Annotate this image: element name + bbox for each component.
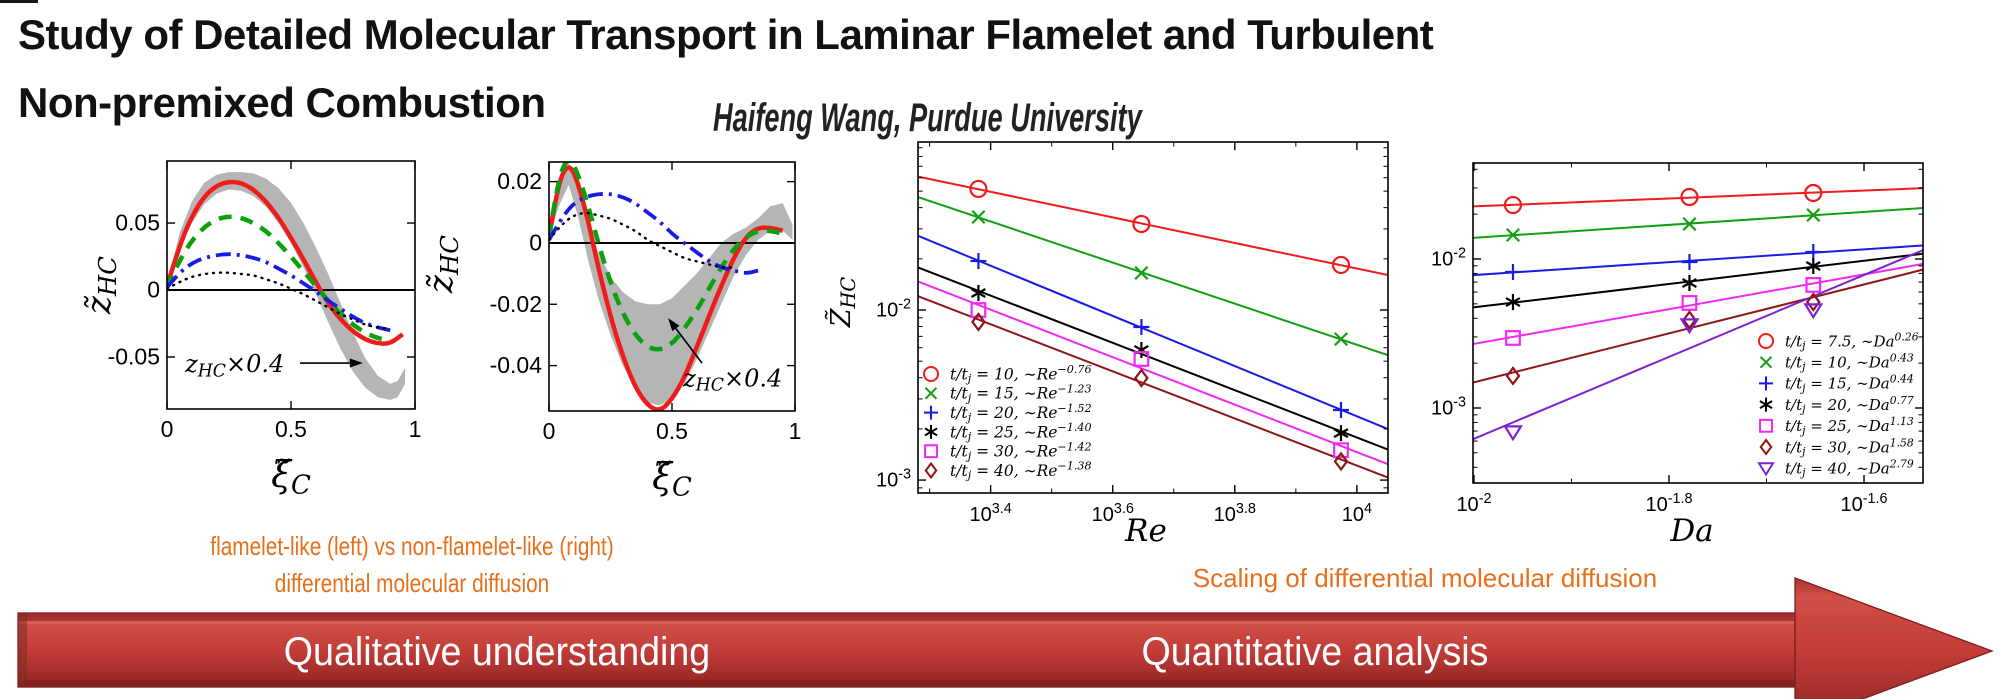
svg-text:t/tj = 10, ∼Re−0.76: t/tj = 10, ∼Re−0.76 bbox=[950, 363, 1092, 385]
svg-text:t/tj = 15, ∼Da0.44: t/tj = 15, ∼Da0.44 bbox=[1785, 373, 1914, 395]
svg-text:10-2: 10-2 bbox=[876, 297, 911, 322]
svg-text:-0.02: -0.02 bbox=[490, 291, 542, 317]
flamelet-like-plot-area bbox=[167, 172, 415, 400]
da-scaling-plot-area bbox=[1473, 187, 1923, 441]
svg-text:zHC×0.4: zHC×0.4 bbox=[184, 350, 284, 381]
axes-box bbox=[548, 161, 796, 412]
svg-text:t/tj = 40, ∼Da2.79: t/tj = 40, ∼Da2.79 bbox=[1785, 457, 1914, 479]
svg-text:t/tj = 20, ∼Re−1.52: t/tj = 20, ∼Re−1.52 bbox=[950, 402, 1092, 424]
svg-text:0.5: 0.5 bbox=[656, 418, 688, 444]
svg-text:t/tj = 25, ∼Da1.13: t/tj = 25, ∼Da1.13 bbox=[1785, 415, 1914, 437]
uncertainty-band bbox=[549, 163, 793, 406]
axes-box bbox=[1472, 162, 1924, 484]
svg-text:10-2: 10-2 bbox=[1456, 491, 1491, 516]
fit-line-0 bbox=[918, 175, 1388, 277]
fit-line-3 bbox=[918, 266, 1388, 451]
svg-text:zHC×0.4: zHC×0.4 bbox=[682, 364, 782, 395]
da-scaling-chart: 10-2 10-1.8 10-1.6 10-2 10-3 Da t/tj = 7.5, ∼D… bbox=[1431, 162, 1924, 549]
svg-text:z̃HC: z̃HC bbox=[421, 235, 464, 294]
fit-line-4 bbox=[918, 280, 1388, 466]
svg-text:t/tj = 20, ∼Da0.77: t/tj = 20, ∼Da0.77 bbox=[1785, 394, 1914, 416]
caption-left-line1: flamelet-like (left) vs non-flamelet-lik… bbox=[210, 531, 614, 561]
svg-text:0: 0 bbox=[161, 416, 174, 442]
svg-text:t/tj = 15, ∼Re−1.23: t/tj = 15, ∼Re−1.23 bbox=[950, 383, 1092, 405]
svg-text:0.5: 0.5 bbox=[275, 416, 307, 442]
svg-text:1: 1 bbox=[409, 416, 422, 442]
svg-text:0: 0 bbox=[147, 277, 160, 303]
svg-text:ξ̃C: ξ̃C bbox=[271, 455, 311, 500]
non-flamelet-like-chart: 0 0.5 1 0.02 0 -0.02 -0.04 ξ̃C z̃HC zHC×0.4 bbox=[421, 161, 801, 502]
svg-text:t/tj = 25, ∼Re−1.40: t/tj = 25, ∼Re−1.40 bbox=[950, 421, 1092, 443]
svg-text:0: 0 bbox=[529, 230, 542, 256]
axes-box bbox=[917, 141, 1389, 494]
fit-line-1 bbox=[1473, 207, 1923, 239]
svg-text:t/tj = 7.5, ∼Da0.26: t/tj = 7.5, ∼Da0.26 bbox=[1785, 330, 1919, 352]
svg-text:z̃HC: z̃HC bbox=[79, 256, 122, 315]
curve-red-solid bbox=[167, 179, 404, 346]
caption-left-line2: differential molecular diffusion bbox=[274, 568, 550, 598]
svg-text:0.05: 0.05 bbox=[115, 210, 160, 236]
axes-box bbox=[166, 160, 416, 410]
svg-text:Da: Da bbox=[1669, 513, 1713, 549]
author-credit: Haifeng Wang, Purdue University bbox=[713, 96, 1142, 140]
svg-text:-0.04: -0.04 bbox=[490, 352, 543, 378]
banner-label-qualitative: Qualitative understanding bbox=[283, 630, 711, 674]
banner-arrowhead bbox=[1794, 577, 1994, 699]
flamelet-like-chart: 0 0.5 1 0.05 0 -0.05 ξ̃C z̃HC zHC×0.4 bbox=[79, 160, 422, 500]
slide-title-line2: Non-premixed Combustion bbox=[18, 79, 546, 126]
svg-text:Re: Re bbox=[1124, 513, 1167, 549]
fit-line-5 bbox=[1473, 268, 1923, 384]
fit-line-1 bbox=[918, 196, 1388, 357]
curve-green-dashed bbox=[549, 162, 784, 352]
fit-line-0 bbox=[1473, 187, 1923, 208]
curve-red-solid bbox=[549, 165, 784, 411]
svg-text:10-3: 10-3 bbox=[876, 467, 911, 492]
caption-right: Scaling of differential molecular diffus… bbox=[1192, 563, 1658, 593]
svg-text:103.4: 103.4 bbox=[970, 501, 1012, 526]
svg-text:103.8: 103.8 bbox=[1214, 501, 1256, 526]
curve-black-dotted bbox=[549, 211, 735, 269]
svg-text:t/tj = 40, ∼Re−1.38: t/tj = 40, ∼Re−1.38 bbox=[950, 460, 1092, 482]
svg-text:10-3: 10-3 bbox=[1431, 395, 1466, 420]
svg-text:10-2: 10-2 bbox=[1431, 246, 1466, 271]
svg-text:0: 0 bbox=[543, 418, 556, 444]
curve-black-dotted bbox=[167, 271, 392, 331]
svg-text:104: 104 bbox=[1342, 501, 1372, 526]
slide-edge-artifact bbox=[0, 0, 38, 3]
svg-text:1: 1 bbox=[789, 418, 802, 444]
svg-text:t/tj = 10, ∼Da0.43: t/tj = 10, ∼Da0.43 bbox=[1785, 351, 1914, 373]
curve-blue-dashdot bbox=[549, 191, 759, 275]
fit-line-5 bbox=[918, 295, 1388, 479]
da-scaling-legend: t/tj = 7.5, ∼Da0.26t/tj = 10, ∼Da0.43t/t… bbox=[1757, 330, 1919, 479]
re-scaling-chart: 103.4 103.6 103.8 104 10-2 10-3 Re Z̃HC t/tj = 1… bbox=[824, 141, 1389, 549]
fit-line-6 bbox=[1473, 249, 1923, 441]
fit-line-3 bbox=[1473, 252, 1923, 309]
fit-line-4 bbox=[1473, 262, 1923, 346]
svg-text:Z̃HC: Z̃HC bbox=[824, 277, 860, 329]
svg-text:0.02: 0.02 bbox=[497, 168, 542, 194]
svg-text:103.6: 103.6 bbox=[1092, 501, 1134, 526]
banner-label-quantitative: Quantitative analysis bbox=[1141, 630, 1489, 674]
fit-line-2 bbox=[918, 234, 1388, 430]
svg-text:ξ̃C: ξ̃C bbox=[652, 457, 692, 502]
uncertainty-band bbox=[167, 172, 406, 400]
svg-text:t/tj = 30, ∼Da1.58: t/tj = 30, ∼Da1.58 bbox=[1785, 436, 1914, 458]
curve-blue-dashdot bbox=[167, 252, 391, 333]
svg-text:-0.05: -0.05 bbox=[108, 344, 160, 370]
svg-text:10-1.6: 10-1.6 bbox=[1840, 491, 1887, 516]
re-scaling-plot-area bbox=[918, 175, 1388, 479]
non-flamelet-like-plot-area bbox=[549, 162, 795, 411]
curve-green-dashed bbox=[167, 214, 386, 342]
svg-text:t/tj = 30, ∼Re−1.42: t/tj = 30, ∼Re−1.42 bbox=[950, 440, 1092, 462]
fit-line-2 bbox=[1473, 244, 1923, 277]
re-scaling-legend: t/tj = 10, ∼Re−0.76t/tj = 15, ∼Re−1.23t/… bbox=[923, 363, 1092, 482]
slide-title-line1: Study of Detailed Molecular Transport in… bbox=[18, 11, 1434, 58]
svg-text:10-1.8: 10-1.8 bbox=[1645, 491, 1692, 516]
